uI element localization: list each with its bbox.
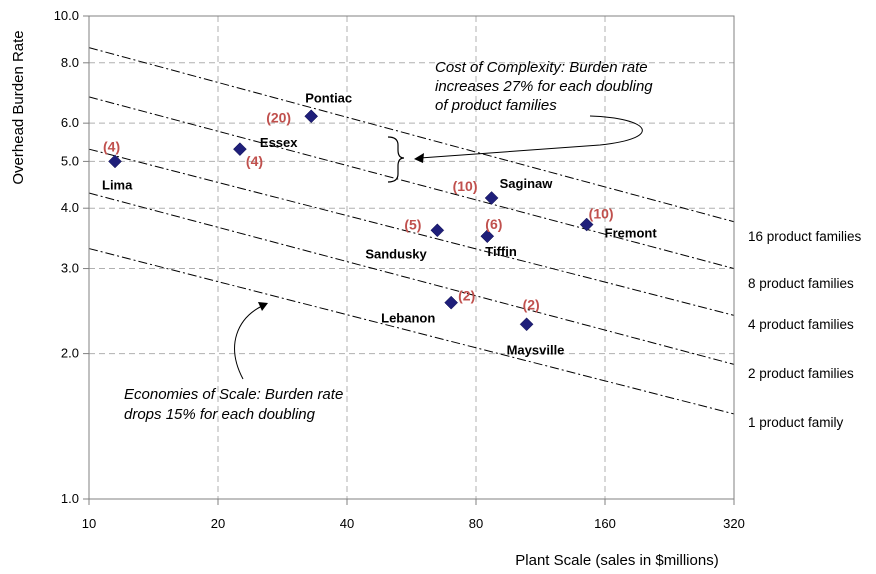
y-tick-label: 2.0 — [61, 346, 79, 361]
point-label: Lebanon — [381, 311, 435, 326]
data-point — [484, 191, 499, 205]
data-point — [233, 142, 247, 157]
complexity-arrow — [419, 115, 643, 159]
data-point — [304, 109, 319, 124]
data-point — [480, 229, 495, 244]
scale-arrowhead — [258, 302, 268, 311]
y-axis-title: Overhead Burden Rate — [10, 30, 27, 184]
x-tick-label: 80 — [469, 516, 483, 531]
point-family-count: (4) — [103, 138, 120, 154]
grid-lines — [89, 16, 734, 499]
plot-frame — [88, 15, 735, 500]
data-point — [108, 154, 122, 169]
complexity-annotation-line: of product families — [435, 97, 557, 114]
point-family-count: (10) — [589, 206, 614, 222]
reference-lines: 1 product family 2 product families 4 prod… — [88, 47, 862, 430]
point-label: Saginaw — [500, 176, 554, 191]
y-tick-label: 8.0 — [61, 55, 79, 70]
x-tick-label: 320 — [723, 516, 745, 531]
point-label: Lima — [102, 177, 133, 192]
annotations: Cost of Complexity: Burden rate increases… — [124, 59, 653, 423]
reference-line-label: 16 product families — [748, 229, 862, 244]
x-tick-label: 160 — [594, 516, 616, 531]
point-label: Pontiac — [305, 90, 352, 105]
y-tick-label: 4.0 — [61, 200, 79, 215]
data-point — [519, 317, 534, 332]
point-family-count: (2) — [458, 288, 475, 304]
reference-line-label: 4 product families — [748, 317, 854, 332]
y-tick-label: 10.0 — [54, 8, 79, 23]
data-point — [579, 217, 594, 232]
x-tick-labels: 10 20 40 80 160 320 — [82, 499, 745, 531]
point-family-count: (4) — [246, 153, 263, 169]
reference-line-label: 2 product families — [748, 366, 854, 381]
data-point — [444, 295, 459, 310]
point-family-count: (5) — [404, 216, 421, 232]
complexity-annotation-line: increases 27% for each doubling — [435, 78, 653, 95]
point-family-count: (2) — [523, 296, 540, 312]
point-label: Essex — [260, 135, 298, 150]
x-axis-title: Plant Scale (sales in $millions) — [515, 552, 718, 569]
x-tick-label: 20 — [211, 516, 225, 531]
reference-line — [88, 192, 735, 365]
data-points: Lima (4) Essex (4) Pontiac (20) Sandusky (5) Leb… — [102, 90, 657, 357]
point-label: Fremont — [605, 226, 658, 241]
point-family-count: (20) — [266, 109, 291, 125]
point-family-count: (10) — [453, 178, 478, 194]
complexity-brace — [387, 136, 405, 183]
reference-line — [88, 96, 735, 270]
reference-line — [88, 47, 735, 223]
data-point — [430, 223, 445, 238]
scale-annotation-line: drops 15% for each doubling — [124, 406, 316, 423]
reference-line-label: 8 product families — [748, 276, 854, 291]
complexity-annotation-line: Cost of Complexity: Burden rate — [435, 59, 648, 76]
point-label: Sandusky — [365, 246, 427, 261]
y-tick-label: 1.0 — [61, 491, 79, 506]
point-label: Maysville — [507, 342, 565, 357]
y-tick-labels: 1.0 2.0 3.0 4.0 5.0 6.0 8.0 10.0 — [54, 8, 89, 506]
x-tick-label: 40 — [340, 516, 354, 531]
complexity-arrowhead — [414, 153, 424, 163]
reference-line-label: 1 product family — [748, 415, 844, 430]
y-tick-label: 6.0 — [61, 115, 79, 130]
point-family-count: (6) — [485, 216, 502, 232]
reference-line — [88, 248, 735, 415]
scale-arrow — [234, 305, 263, 380]
y-tick-label: 5.0 — [61, 153, 79, 168]
scale-annotation-line: Economies of Scale: Burden rate — [124, 386, 343, 403]
y-tick-label: 3.0 — [61, 261, 79, 276]
point-label: Tiffin — [485, 244, 517, 259]
x-tick-label: 10 — [82, 516, 96, 531]
